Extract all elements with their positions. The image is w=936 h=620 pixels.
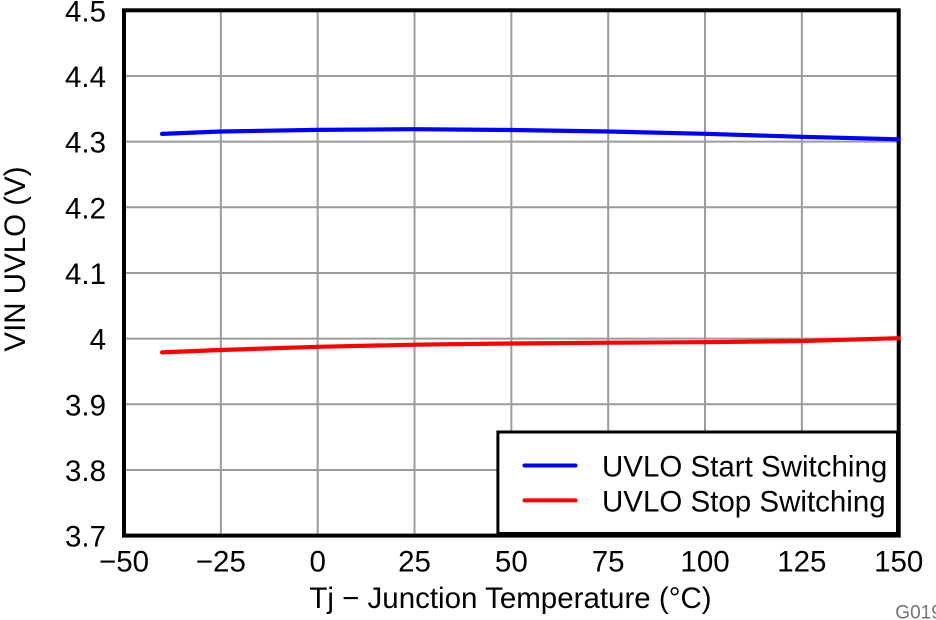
svg-text:−25: −25 [196, 546, 246, 579]
svg-text:125: 125 [777, 546, 826, 579]
svg-text:UVLO Start Switching: UVLO Start Switching [602, 450, 887, 483]
svg-text:3.9: 3.9 [65, 389, 106, 422]
svg-text:0: 0 [309, 546, 325, 579]
svg-text:75: 75 [592, 546, 625, 579]
svg-text:25: 25 [398, 546, 431, 579]
svg-text:UVLO Stop Switching: UVLO Stop Switching [602, 485, 886, 518]
svg-text:4.2: 4.2 [65, 192, 106, 225]
svg-text:4: 4 [90, 324, 106, 357]
svg-text:G019: G019 [895, 603, 936, 620]
svg-text:3.8: 3.8 [65, 455, 106, 488]
svg-text:4.4: 4.4 [65, 61, 106, 94]
svg-text:50: 50 [495, 546, 528, 579]
svg-text:−50: −50 [99, 546, 149, 579]
svg-text:3.7: 3.7 [65, 521, 106, 554]
svg-text:Tj − Junction Temperature (°C): Tj − Junction Temperature (°C) [309, 582, 711, 615]
svg-text:4.5: 4.5 [65, 0, 106, 28]
svg-text:4.1: 4.1 [65, 258, 106, 291]
svg-text:100: 100 [680, 546, 729, 579]
svg-text:150: 150 [874, 546, 923, 579]
svg-text:VIN UVLO (V): VIN UVLO (V) [0, 166, 32, 351]
svg-text:4.3: 4.3 [65, 127, 106, 160]
